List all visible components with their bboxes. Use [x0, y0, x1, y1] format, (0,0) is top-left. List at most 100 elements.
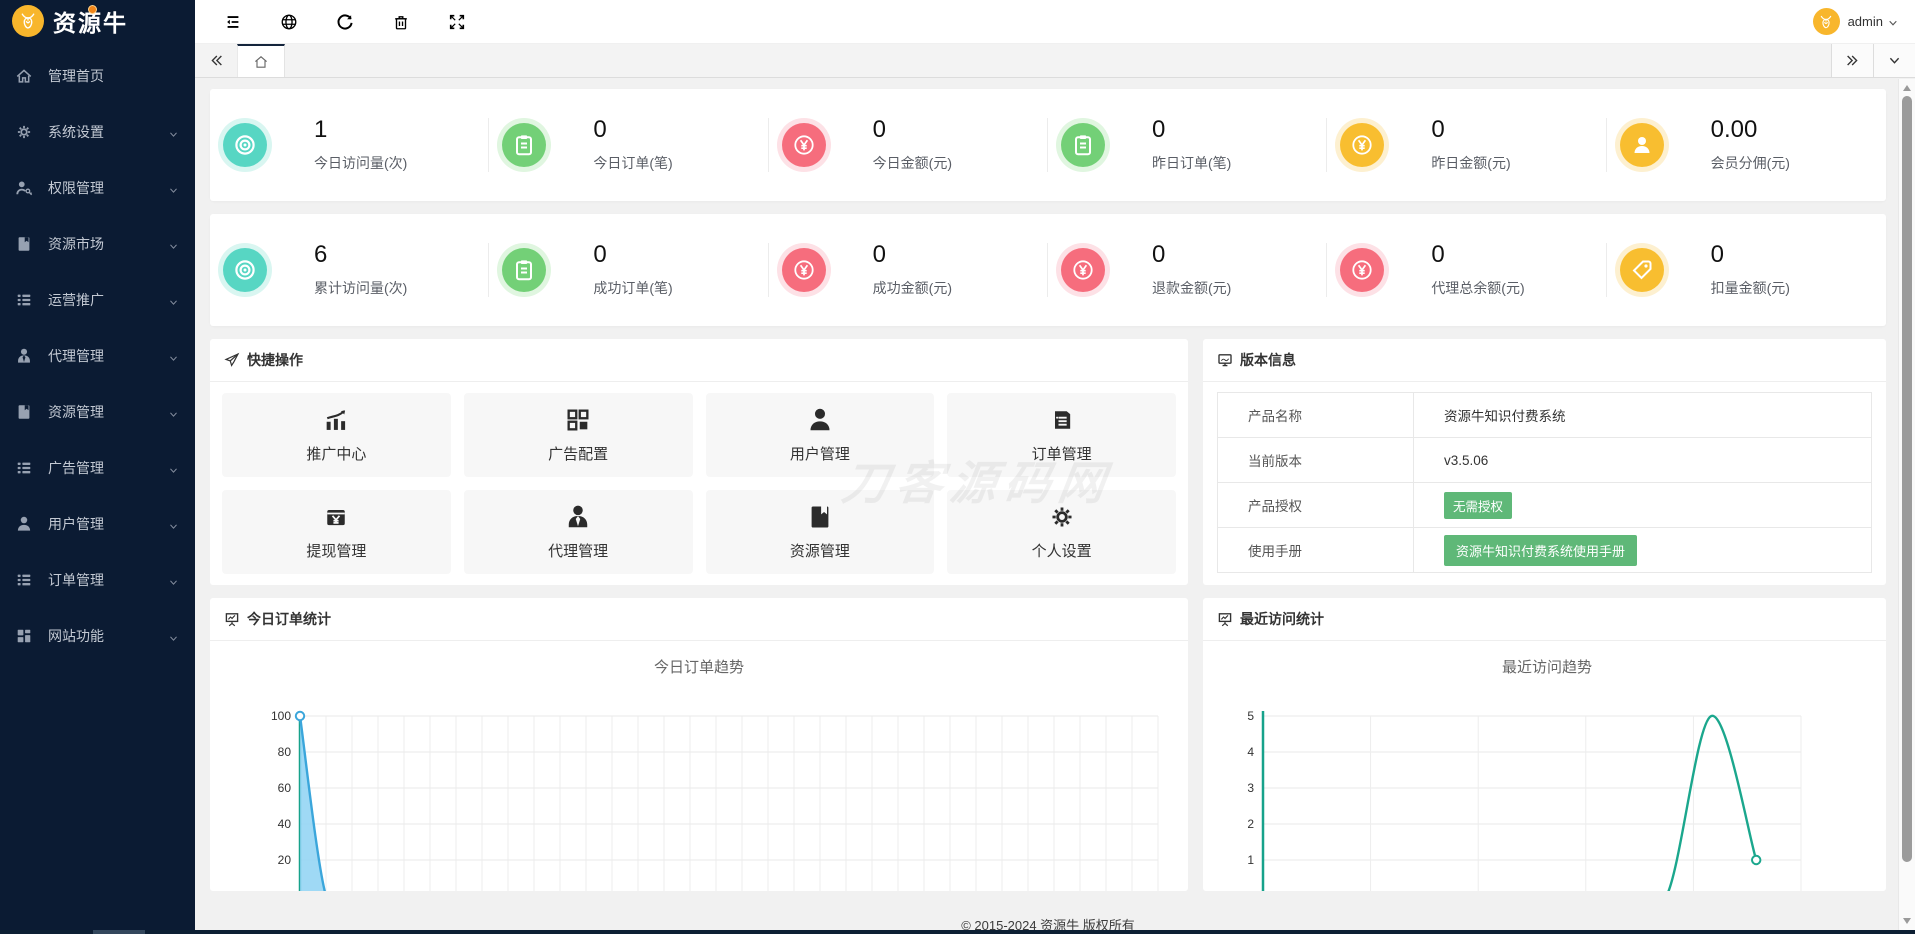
- scrollbar-thumb[interactable]: [1902, 96, 1912, 862]
- sidebar-item-系统设置[interactable]: 系统设置: [0, 104, 195, 160]
- monitor-icon: [1217, 352, 1233, 368]
- version-info-header: 版本信息: [1203, 339, 1886, 382]
- svg-text:4: 4: [1247, 745, 1254, 759]
- sidebar-item-label: 资源市场: [48, 236, 104, 252]
- stat-value: 0: [1151, 115, 1166, 143]
- quick-actions-header: 快捷操作: [210, 339, 1188, 382]
- quick-action-label: 个人设置: [1031, 543, 1092, 560]
- version-info-title: 版本信息: [1240, 352, 1296, 368]
- quick-action-订单管理[interactable]: 订单管理: [947, 393, 1176, 477]
- quick-action-提现管理[interactable]: 提现管理: [222, 490, 451, 574]
- copyright: © 2015-2024 资源牛 版权所有: [961, 917, 1135, 931]
- svg-text:100: 100: [271, 709, 291, 723]
- version-table: 产品名称 资源牛知识付费系统 当前版本 v3.5.06 产品授权 无需授权 使用手册 资源牛知…: [1217, 392, 1872, 573]
- sidebar-item-管理首页[interactable]: 管理首页: [0, 48, 195, 104]
- stat-label: 今日金额(元): [872, 154, 952, 171]
- sidebar-item-label: 管理首页: [48, 68, 104, 84]
- tabs-scroll-left-button[interactable]: [195, 44, 237, 77]
- quick-action-用户管理[interactable]: 用户管理: [705, 393, 935, 477]
- clipboard-icon: [1055, 118, 1110, 172]
- quick-action-资源管理[interactable]: 资源管理: [705, 490, 935, 574]
- horizontal-scrollbar-thumb[interactable]: [93, 930, 145, 934]
- sidebar-item-label: 用户管理: [48, 516, 104, 532]
- member-icon: [1614, 118, 1669, 172]
- refresh-icon: [336, 13, 354, 31]
- user-icon: [806, 406, 834, 434]
- chevron-down-icon: [168, 575, 179, 586]
- tab-home[interactable]: [237, 44, 285, 77]
- quick-actions-grid: 推广中心 广告配置 用户管理 订单管理提现管理 代理管理 资源管理 个人设置: [210, 382, 1188, 585]
- quick-action-label: 订单管理: [1031, 446, 1092, 463]
- sidebar-item-label: 权限管理: [48, 180, 104, 196]
- fullscreen-icon-button[interactable]: [429, 0, 485, 44]
- sidebar-item-广告管理[interactable]: 广告管理: [0, 440, 195, 496]
- tabs-menu-button[interactable]: [1873, 44, 1915, 77]
- version-info-panel: 版本信息 产品名称 资源牛知识付费系统 当前版本 v3.5.06 产品授权 无需授权 使用手…: [1203, 339, 1886, 585]
- yen-icon: [1335, 243, 1390, 297]
- cash-icon: [322, 503, 350, 531]
- sidebar-item-运营推广[interactable]: 运营推广: [0, 272, 195, 328]
- sidebar-item-label: 代理管理: [48, 348, 104, 364]
- agent-icon: [15, 347, 33, 365]
- stat-label: 昨日金额(元): [1431, 154, 1511, 171]
- sidebar-item-权限管理[interactable]: 权限管理: [0, 160, 195, 216]
- svg-text:2: 2: [1247, 817, 1254, 831]
- stat-label: 成功金额(元): [872, 279, 952, 296]
- globe-icon-button[interactable]: [261, 0, 317, 44]
- quick-action-推广中心[interactable]: 推广中心: [222, 393, 451, 477]
- horizontal-scrollbar[interactable]: [0, 930, 1915, 934]
- sidebar-item-资源市场[interactable]: 资源市场: [0, 216, 195, 272]
- trash-icon-button[interactable]: [373, 0, 429, 44]
- bull-icon: [12, 5, 44, 37]
- chevron-down-icon: [168, 631, 179, 642]
- svg-text:最近访问趋势: 最近访问趋势: [1502, 659, 1592, 676]
- stat-label: 昨日订单(笔): [1151, 154, 1232, 171]
- quick-action-个人设置[interactable]: 个人设置: [947, 490, 1176, 574]
- sidebar: 资源牛 管理首页系统设置权限管理资源市场运营推广代理管理资源管理广告管理用户管理…: [0, 0, 195, 934]
- sidebar-nav: 管理首页系统设置权限管理资源市场运营推广代理管理资源管理广告管理用户管理订单管理…: [0, 42, 195, 664]
- svg-text:今日订单趋势: 今日订单趋势: [654, 659, 744, 676]
- sidebar-item-label: 订单管理: [48, 572, 104, 588]
- stat-label: 代理总余额(元): [1431, 279, 1525, 296]
- agent-icon: [564, 503, 592, 531]
- version-row-当前版本: 当前版本 v3.5.06: [1217, 437, 1872, 483]
- recent-visits-title: 最近访问统计: [1240, 611, 1324, 627]
- user-menu[interactable]: admin: [1812, 8, 1899, 35]
- panels-row: 快捷操作 推广中心 广告配置 用户管理 订单管理提现管理 代理管理 资源管理 个人设置 版本…: [210, 339, 1886, 585]
- sidebar-item-label: 系统设置: [48, 124, 104, 140]
- chevron-down-icon: [168, 127, 179, 138]
- sidebar-item-label: 资源管理: [48, 404, 104, 420]
- scroll-down-arrow[interactable]: [1903, 918, 1911, 924]
- sidebar-item-label: 网站功能: [48, 628, 104, 644]
- content: 1 今日访问量(次) 0 今日订单(笔) 0 今日金额(元) 0 昨日订单(笔) 0 昨日金额(元…: [195, 79, 1898, 930]
- tabs-scroll-right-button[interactable]: [1831, 44, 1873, 77]
- quick-action-广告配置[interactable]: 广告配置: [463, 393, 693, 477]
- stat-value: 0: [1710, 240, 1724, 268]
- menu-fold-icon-button[interactable]: [205, 0, 261, 44]
- quick-action-代理管理[interactable]: 代理管理: [463, 490, 693, 574]
- stat-value: 0: [1151, 240, 1166, 268]
- sidebar-item-网站功能[interactable]: 网站功能: [0, 608, 195, 664]
- vertical-scrollbar[interactable]: [1898, 79, 1915, 930]
- manual-link-badge[interactable]: 资源牛知识付费系统使用手册: [1444, 534, 1638, 566]
- refresh-icon-button[interactable]: [317, 0, 373, 44]
- fullscreen-icon: [448, 13, 466, 31]
- sidebar-item-用户管理[interactable]: 用户管理: [0, 496, 195, 552]
- yen-icon: [1335, 118, 1390, 172]
- svg-text:40: 40: [278, 817, 292, 831]
- clipboard-icon: [497, 118, 552, 172]
- scroll-up-arrow[interactable]: [1903, 85, 1911, 91]
- brand-logo[interactable]: 资源牛: [0, 0, 195, 42]
- menu-fold-icon: [224, 13, 242, 31]
- tabbar-spacer: [285, 44, 1831, 77]
- key-icon: [15, 179, 33, 197]
- sidebar-item-资源管理[interactable]: 资源管理: [0, 384, 195, 440]
- sidebar-item-代理管理[interactable]: 代理管理: [0, 328, 195, 384]
- stat-card-row-2: 6 累计访问量(次) 0 成功订单(笔) 0 成功金额(元) 0 退款金额(元) 0 代理总余额(…: [210, 214, 1886, 326]
- chevron-down-icon: [168, 183, 179, 194]
- stat-今日金额(元): 0 今日金额(元): [769, 89, 1049, 201]
- stat-card-row-1: 1 今日访问量(次) 0 今日订单(笔) 0 今日金额(元) 0 昨日订单(笔) 0 昨日金额(元…: [210, 89, 1886, 201]
- sidebar-item-订单管理[interactable]: 订单管理: [0, 552, 195, 608]
- home-icon: [15, 67, 33, 85]
